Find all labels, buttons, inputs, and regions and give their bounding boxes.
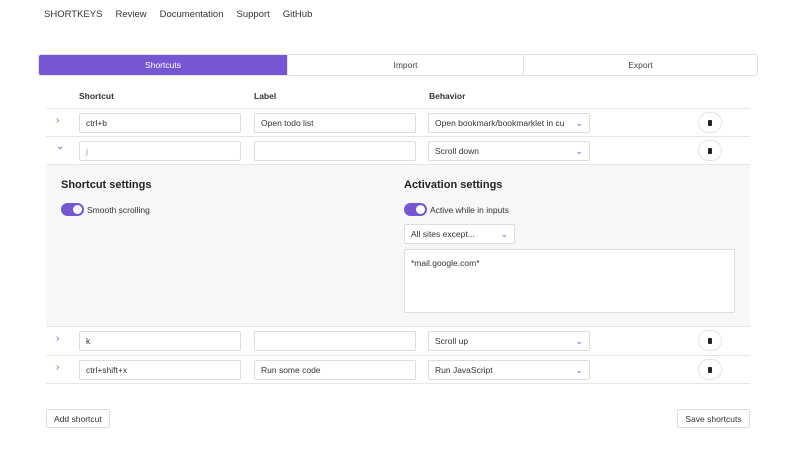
column-header-label: Label [254,91,277,101]
chevron-down-icon: ⌄ [575,364,583,375]
trash-icon [708,366,712,373]
shortcut-input[interactable]: j [79,141,241,161]
active-inputs-label: Active while in inputs [430,204,509,215]
smooth-scrolling-toggle-row: Smooth scrolling [61,203,150,216]
behavior-select[interactable]: Run JavaScript ⌄ [428,360,590,380]
tab-shortcuts[interactable]: Shortcuts [39,55,287,75]
delete-button[interactable] [698,359,722,380]
label-input[interactable]: Open todo list [254,113,416,133]
label-input[interactable]: Run some code [254,360,416,380]
behavior-value: Open bookmark/bookmarklet in cu [435,118,565,128]
label-input[interactable] [254,141,416,161]
add-shortcut-button[interactable]: Add shortcut [46,409,110,428]
trash-icon [708,337,712,344]
smooth-scrolling-label: Smooth scrolling [87,204,150,215]
activation-settings-heading: Activation settings [404,179,503,191]
behavior-select[interactable]: Scroll up ⌄ [428,331,590,351]
smooth-scrolling-toggle[interactable] [61,203,84,216]
nav-brand[interactable]: SHORTKEYS [44,9,103,20]
tab-import[interactable]: Import [287,55,523,75]
table-row: ⌄ j Scroll down ⌄ [46,136,750,164]
active-inputs-toggle[interactable] [404,203,427,216]
table-row: › k Scroll up ⌄ [46,326,750,354]
shortcut-input[interactable]: ctrl+b [79,113,241,133]
behavior-value: Run JavaScript [435,365,493,375]
label-input[interactable] [254,331,416,351]
chevron-down-icon: ⌄ [575,145,583,156]
chevron-right-icon[interactable]: › [56,362,60,373]
table-row: › ctrl+shift+x Run some code Run JavaScr… [46,355,750,383]
column-header-behavior: Behavior [429,91,466,101]
behavior-select[interactable]: Open bookmark/bookmarklet in cu ⌄ [428,113,590,133]
sites-value: All sites except... [411,229,475,239]
nav-review[interactable]: Review [115,9,147,20]
chevron-down-icon: ⌄ [575,335,583,346]
tab-export[interactable]: Export [523,55,757,75]
top-nav: SHORTKEYS Review Documentation Support G… [44,9,312,20]
delete-button[interactable] [698,330,722,351]
table-bottom-divider [46,383,750,384]
chevron-down-icon: ⌄ [500,228,508,239]
chevron-down-icon: ⌄ [575,117,583,128]
shortcut-settings-panel: Shortcut settings Smooth scrolling Activ… [46,164,750,326]
delete-button[interactable] [698,112,722,133]
nav-support[interactable]: Support [236,9,270,20]
chevron-right-icon[interactable]: › [56,333,60,344]
shortcut-input[interactable]: k [79,331,241,351]
delete-button[interactable] [698,140,722,161]
save-shortcuts-button[interactable]: Save shortcuts [677,409,750,428]
trash-icon [708,147,712,154]
column-header-shortcut: Shortcut [79,91,114,101]
chevron-down-icon[interactable]: ⌄ [56,141,65,152]
behavior-value: Scroll down [435,146,479,156]
shortcut-input[interactable]: ctrl+shift+x [79,360,241,380]
trash-icon [708,119,712,126]
tab-bar: Shortcuts Import Export [38,54,758,76]
nav-github[interactable]: GitHub [282,9,313,20]
nav-documentation[interactable]: Documentation [159,9,224,20]
chevron-right-icon[interactable]: › [56,115,60,126]
sites-select[interactable]: All sites except... ⌄ [404,224,515,244]
active-inputs-toggle-row: Active while in inputs [404,203,509,216]
behavior-select[interactable]: Scroll down ⌄ [428,141,590,161]
sites-textarea[interactable]: *mail.google.com* [404,249,735,313]
behavior-value: Scroll up [435,336,469,346]
shortcut-settings-heading: Shortcut settings [61,179,152,191]
table-row: › ctrl+b Open todo list Open bookmark/bo… [46,108,750,136]
